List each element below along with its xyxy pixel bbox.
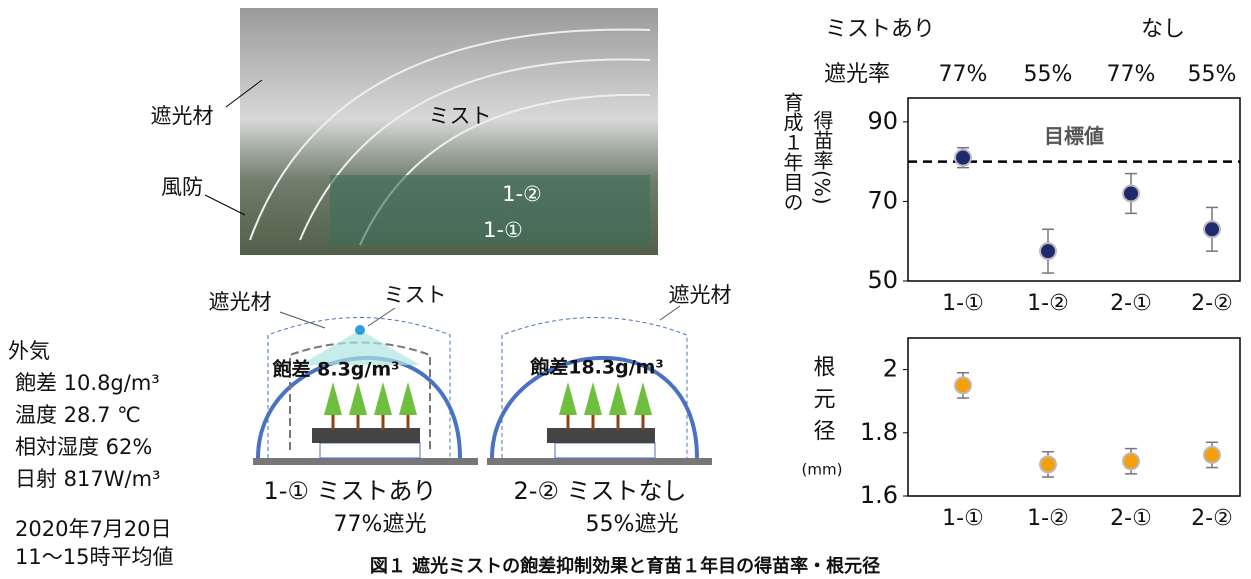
y-tick-label: 2	[883, 355, 898, 383]
shade-label: 遮光材	[209, 290, 272, 314]
diagram: 遮光材 ミスト 飽差 8.3g/m³ 1-① ミストあり 77%遮光 遮光材 飽…	[209, 283, 732, 537]
nozzle	[355, 325, 365, 335]
bench	[554, 442, 656, 459]
photo-label: 1-①	[483, 218, 523, 242]
ground	[487, 458, 712, 465]
shading-label: 77%遮光	[334, 512, 427, 537]
shading-rate-label: 遮光率	[824, 62, 890, 87]
deficit-label: 飽差 8.3g/m³	[272, 358, 400, 381]
y-tick-label: 1.6	[860, 481, 898, 509]
tree	[559, 382, 577, 415]
mist-label: ミスト	[384, 283, 447, 307]
group-label: ミストあり	[825, 17, 935, 42]
outside-line: 温度 28.7 ℃	[15, 403, 141, 427]
point	[1122, 452, 1140, 471]
diagram-title: 2-② ミストなし	[513, 477, 686, 505]
y-axis-title: 得苗率(%)	[810, 110, 834, 205]
outside-line: 日射 817W/m³	[15, 467, 160, 491]
plot-frame	[907, 337, 1241, 497]
x-tick-label: 2-②	[1191, 291, 1233, 316]
y-axis-title: 育成１年目の	[780, 92, 804, 212]
y-axis-title: 根元径	[810, 355, 836, 451]
photo-label: 遮光材	[151, 104, 214, 128]
point	[954, 148, 972, 167]
shading-rate: 55%	[1024, 62, 1073, 87]
x-tick-label: 2-②	[1191, 506, 1233, 531]
point	[1122, 184, 1140, 203]
leader	[204, 194, 246, 216]
plot-frame	[907, 97, 1241, 282]
x-tick-label: 1-②	[1027, 506, 1069, 531]
tree	[609, 382, 627, 415]
x-tick-label: 1-①	[942, 291, 984, 316]
x-tick-label: 2-①	[1110, 291, 1152, 316]
outside-line: 相対湿度 62%	[15, 435, 152, 459]
y-tick-label: 70	[867, 186, 898, 214]
shade-net	[267, 317, 451, 458]
photo-beds	[330, 175, 650, 245]
point	[1203, 445, 1221, 464]
leader	[225, 79, 263, 108]
point	[1039, 455, 1057, 474]
target-label: 目標値	[1044, 124, 1104, 148]
caption: 図１ 遮光ミストの飽差抑制効果と育苗１年目の得苗率・根元径	[370, 555, 880, 577]
group-label: なし	[1141, 17, 1185, 42]
outside-date: 2020年7月20日	[15, 517, 172, 541]
shade-label: 遮光材	[669, 283, 732, 307]
point	[1203, 220, 1221, 239]
tray	[547, 428, 655, 443]
tree	[374, 382, 392, 415]
point	[1039, 242, 1057, 261]
leader	[659, 305, 681, 321]
tree	[634, 382, 652, 415]
tree	[399, 382, 417, 415]
point	[954, 376, 972, 395]
ground	[253, 458, 478, 465]
outside-line: 飽差 10.8g/m³	[15, 371, 160, 395]
mist-spray	[300, 330, 420, 365]
y-tick-label: 1.8	[860, 418, 898, 446]
x-tick-label: 1-②	[1027, 291, 1069, 316]
photo-label: ミスト	[429, 104, 492, 128]
y-axis-unit: (mm)	[802, 461, 843, 479]
x-tick-label: 1-①	[942, 506, 984, 531]
shading-rate: 77%	[939, 62, 988, 87]
bench	[319, 442, 421, 459]
leader	[279, 311, 326, 329]
outside-title: 外気	[8, 339, 50, 363]
outside-period: 11〜15時平均値	[15, 545, 173, 569]
x-tick-label: 2-①	[1110, 506, 1152, 531]
deficit-label: 飽差18.3g/m³	[529, 356, 664, 379]
y-tick-label: 90	[867, 107, 898, 135]
diagram-title: 1-① ミストあり	[263, 477, 436, 505]
tree	[324, 382, 342, 415]
tree	[584, 382, 602, 415]
tray	[312, 428, 420, 443]
y-tick-label: 50	[867, 266, 898, 294]
photo-label: 1-②	[502, 182, 542, 206]
shade-net	[501, 317, 688, 458]
shading-rate: 55%	[1188, 62, 1237, 87]
shading-rate: 77%	[1107, 62, 1156, 87]
tree	[349, 382, 367, 415]
leader	[367, 307, 396, 327]
photo-label: 風防	[161, 175, 203, 199]
shading-label: 55%遮光	[586, 512, 679, 537]
inner-net	[289, 341, 431, 450]
